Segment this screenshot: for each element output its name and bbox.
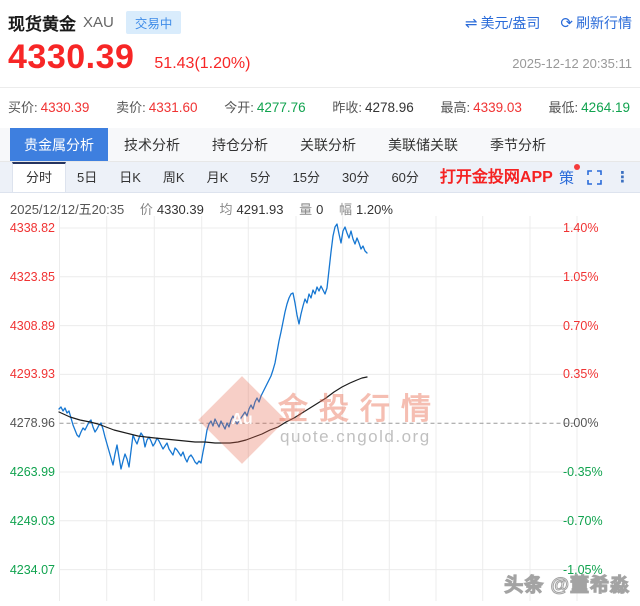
y-axis-right-label: 1.05% (563, 269, 599, 284)
chart-toolbar-icons: 策 ⋮ (559, 162, 640, 192)
y-axis-left-label: 4234.07 (9, 562, 55, 577)
stat-value: 4264.19 (581, 100, 630, 115)
vol-key: 量 (299, 202, 313, 217)
header: 现货黄金 XAU 交易中 ⇌ 美元/盎司 ⟳ 刷新行情 (0, 0, 640, 34)
notification-dot (574, 163, 580, 170)
stat-value: 4330.39 (40, 100, 90, 115)
timeframe-tab[interactable]: 日K (119, 170, 141, 185)
watermark-diamond: Au (198, 376, 286, 464)
refresh-label: 刷新行情 (576, 14, 632, 31)
unit-toggle-button[interactable]: ⇌ 美元/盎司 (465, 13, 540, 33)
watermark-credit: 头条 @董希淼 (504, 575, 630, 597)
y-axis-right-label: -0.70% (563, 513, 603, 528)
stat-label: 卖价: (116, 100, 146, 115)
crosshair-time: 2025/12/12/五20:35 (10, 202, 125, 217)
y-axis-left-label: 4323.85 (9, 269, 55, 284)
y-axis-right-label: -0.35% (563, 465, 603, 479)
y-axis-left-label: 4293.93 (9, 367, 55, 382)
stat-value: 4277.76 (256, 100, 306, 115)
price-value: 4330.39 (156, 202, 204, 217)
refresh-button[interactable]: ⟳ 刷新行情 (560, 13, 632, 33)
analysis-tab[interactable]: 持仓分析 (212, 137, 268, 153)
stat-item: 最低: 4264.19 (549, 97, 630, 116)
instrument-title: 现货黄金 (8, 15, 76, 34)
timeframe-tab[interactable]: 15分 (292, 170, 320, 185)
price-chart-canvas (58, 216, 578, 601)
refresh-icon: ⟳ (560, 14, 573, 32)
divider (0, 87, 640, 88)
stat-item: 昨收: 4278.96 (332, 97, 413, 116)
watermark-brand: 金投行情 (278, 393, 442, 426)
stat-item: 今开: 4277.76 (224, 97, 305, 116)
analysis-tab[interactable]: 贵金属分析 (10, 128, 108, 161)
avg-key: 均 (219, 202, 233, 217)
stat-item: 买价: 4330.39 (8, 97, 89, 116)
timeframe-tab[interactable]: 分时 (12, 162, 67, 192)
stat-label: 买价: (8, 100, 38, 115)
instrument-symbol: XAU (83, 14, 114, 31)
price-line (58, 223, 368, 470)
timeframe-tab[interactable]: 60分 (391, 170, 419, 185)
stat-label: 最高: (440, 100, 471, 115)
average-line (58, 376, 368, 444)
analysis-tab[interactable]: 美联储关联 (388, 137, 458, 153)
stat-item: 最高: 4339.03 (440, 97, 521, 116)
watermark-au-label: Au (231, 411, 253, 428)
price-row: 4330.39 51.43(1.20%) 2025-12-12 20:35:11 (0, 34, 640, 85)
analysis-tab[interactable]: 技术分析 (124, 137, 180, 153)
current-price: 4330.39 (8, 38, 135, 76)
analysis-tab[interactable]: 关联分析 (300, 137, 356, 153)
strategy-button[interactable]: 策 (558, 163, 580, 188)
stat-label: 昨收: (332, 100, 362, 115)
intraday-chart[interactable]: Au 金投行情 quote.cngold.org 头条 @董希淼 4338.82… (0, 215, 640, 606)
exchange-icon: ⇌ (464, 14, 478, 32)
timeframe-tabs: 分时 5日 日K 周K 月K 5分 15分 30分 60分 (12, 162, 430, 192)
stat-value: 4278.96 (364, 100, 414, 115)
y-axis-right-label: 0.00% (563, 416, 599, 431)
range-value: 1.20% (356, 202, 393, 217)
y-axis-right-label: 0.70% (563, 318, 599, 333)
strategy-label: 策 (558, 169, 574, 187)
y-axis-right-label: -1.05% (563, 562, 603, 577)
fullscreen-icon[interactable] (587, 169, 602, 185)
y-axis-left-label: 4338.82 (9, 221, 55, 235)
stat-value: 4339.03 (473, 100, 522, 115)
y-axis-right-label: 0.35% (563, 367, 599, 382)
unit-toggle-label: 美元/盎司 (480, 14, 541, 31)
stat-label: 今开: (224, 100, 254, 115)
watermark-site-url: quote.cngold.org (280, 427, 431, 446)
header-actions: ⇌ 美元/盎司 ⟳ 刷新行情 (465, 13, 632, 33)
timeframe-tab[interactable]: 5分 (250, 170, 271, 185)
analysis-tab-bar: 贵金属分析 技术分析 持仓分析 关联分析 美联储关联 季节分析 (0, 128, 640, 162)
timeframe-tab[interactable]: 5日 (77, 170, 98, 185)
quote-stats-row: 买价: 4330.39 卖价: 4331.60 今开: 4277.76 昨收: 4278.96… (0, 88, 640, 124)
timeframe-bar: 分时 5日 日K 周K 月K 5分 15分 30分 60分 打开金投网APP 策 ⋮ (0, 162, 640, 193)
timeframe-tab[interactable]: 周K (162, 170, 185, 185)
y-axis-left-label: 4308.89 (9, 318, 55, 333)
more-menu-icon[interactable]: ⋮ (615, 169, 630, 186)
price-change: 51.43(1.20%) (154, 55, 251, 72)
stat-value: 4331.60 (148, 100, 198, 115)
avg-value: 4291.93 (236, 202, 284, 217)
timeframe-tab[interactable]: 月K (206, 170, 229, 185)
vol-value: 0 (316, 202, 324, 217)
open-app-link[interactable]: 打开金投网APP (439, 169, 553, 186)
y-axis-right-label: 1.40% (563, 221, 599, 235)
timeframe-tab[interactable]: 30分 (341, 170, 370, 185)
stat-label: 最低: (548, 100, 579, 115)
y-axis-left-label: 4249.03 (9, 513, 55, 528)
stat-item: 卖价: 4331.60 (116, 97, 197, 116)
y-axis-left-label: 4278.96 (9, 416, 55, 431)
price-key: 价 (139, 202, 153, 217)
y-axis-left-label: 4263.99 (9, 465, 55, 479)
quote-timestamp: 2025-12-12 20:35:11 (512, 56, 632, 71)
range-key: 幅 (339, 202, 353, 217)
trading-status-badge: 交易中 (125, 11, 182, 34)
analysis-tab[interactable]: 季节分析 (490, 137, 546, 153)
